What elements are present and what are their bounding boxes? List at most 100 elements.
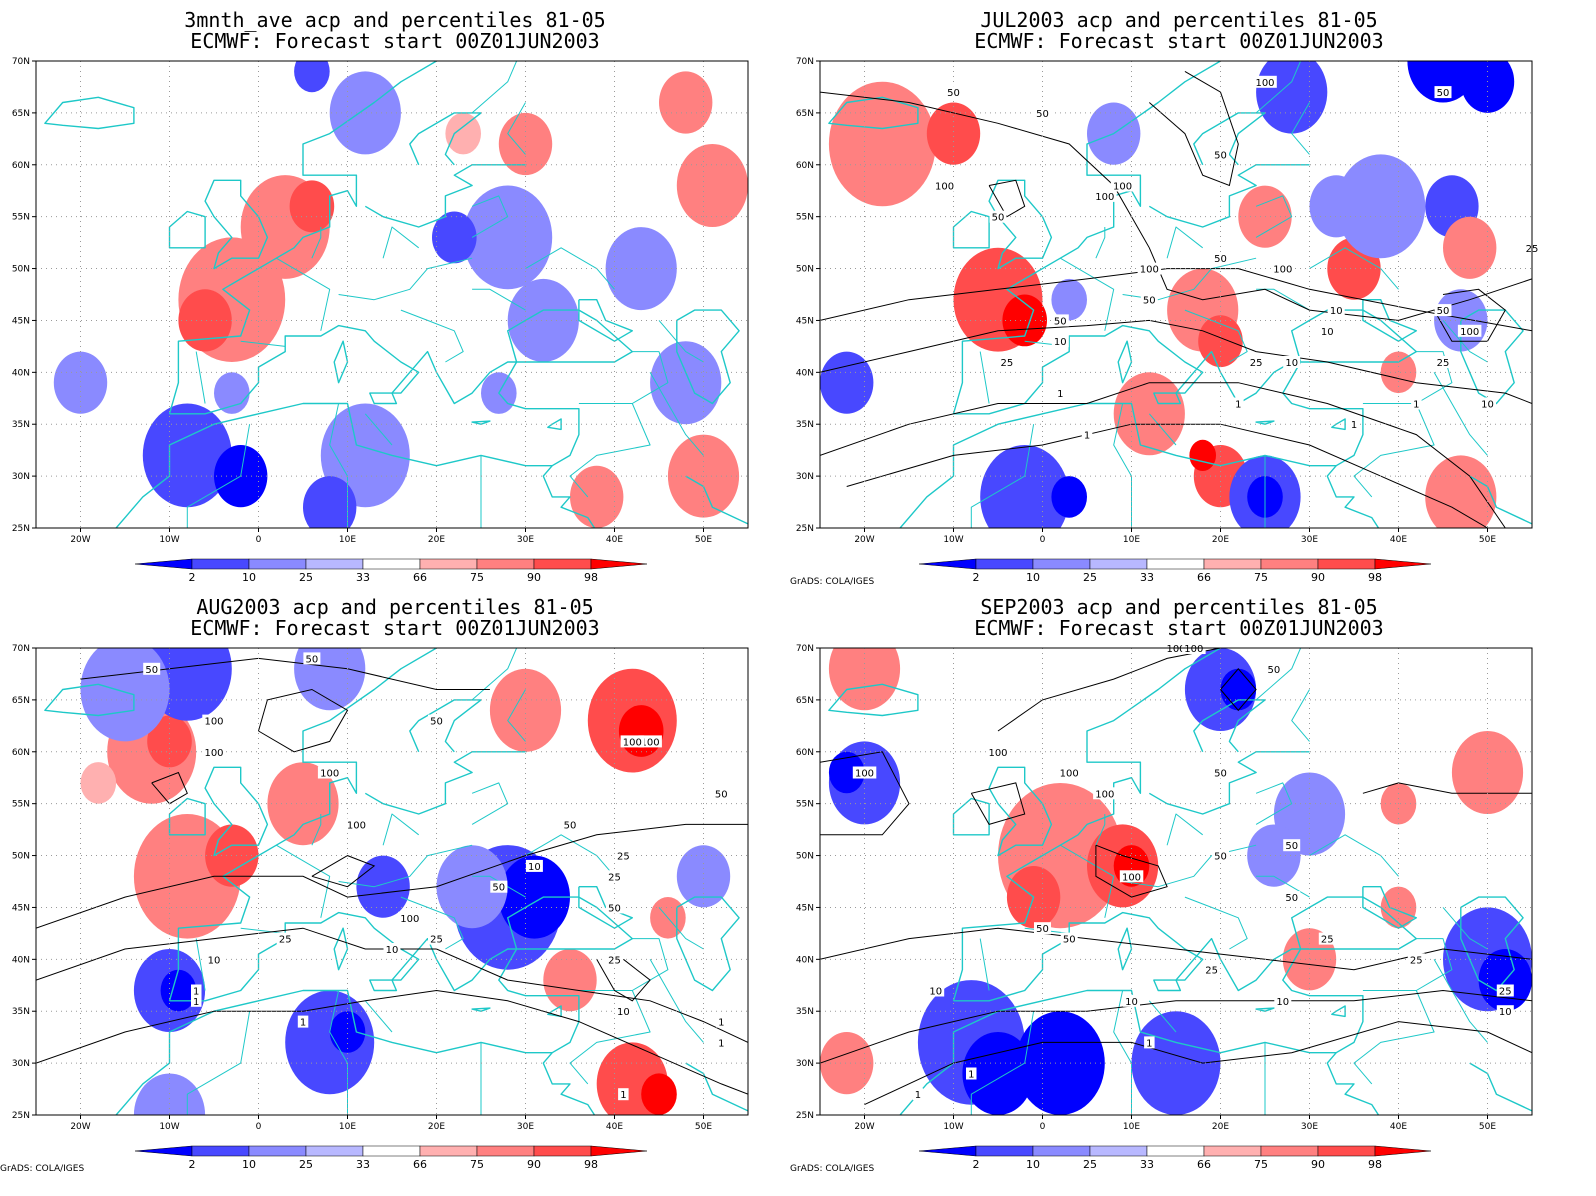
contour-label-bg (191, 994, 202, 1007)
colorbar-segment (975, 1145, 1034, 1157)
colorbar-right-arrow (590, 1145, 648, 1157)
contour-label-bg (1081, 428, 1093, 441)
contour-label-bg (1110, 179, 1135, 192)
contour-label-bg (1253, 75, 1277, 88)
contour-line (1095, 844, 1168, 898)
dry-anomaly-region (820, 351, 874, 414)
coastline (409, 699, 482, 753)
contour-label: 10 (1481, 400, 1494, 411)
colorbar-label: 2 (189, 1158, 196, 1171)
country-border (1166, 226, 1204, 259)
country-border (364, 413, 393, 446)
colorbar-label: 33 (356, 571, 370, 584)
island-outline (828, 96, 919, 130)
contour-label-bg (1411, 397, 1422, 410)
lon-tick-label: 20W (854, 535, 874, 545)
colorbar: 2 10 25 33 66 75 90 98 (918, 558, 1432, 584)
contour-label-bg (989, 210, 1007, 223)
colorbar-segment (1260, 558, 1319, 570)
lat-tick-label: 40N (12, 955, 30, 965)
contour-label: 1 (1084, 431, 1090, 442)
lon-tick-label: 30E (517, 535, 534, 545)
country-border (1148, 1000, 1177, 1033)
country-border (1255, 648, 1302, 701)
country-border (569, 403, 651, 498)
coastline (1362, 886, 1417, 929)
colorbar-label: 90 (527, 571, 541, 584)
contour-label: 50 (564, 820, 577, 831)
contour-label-bg (143, 662, 161, 675)
lat-tick-label: 60N (12, 161, 30, 171)
contour-line (988, 179, 1026, 218)
contour-label: 50 (1285, 893, 1298, 904)
colorbar-segment (248, 1145, 307, 1157)
contour-label: 50 (715, 789, 728, 800)
wet-anomaly-region (570, 465, 624, 528)
contour-line (1433, 288, 1506, 342)
contour-label: 50 (1036, 109, 1049, 120)
grid-lines (36, 61, 748, 528)
country-border (472, 288, 526, 311)
lat-tick-label: 50N (796, 852, 814, 862)
country-border (979, 938, 990, 991)
lat-tick-label: 65N (796, 696, 814, 706)
dry-anomaly-region (1051, 476, 1087, 518)
colorbar-left-arrow (134, 558, 193, 570)
contour-label-bg (1283, 356, 1301, 368)
contour-label: 1 (1235, 400, 1241, 411)
coastline (1326, 465, 1380, 528)
contour-label: 100 (1140, 265, 1159, 276)
dry-anomaly-region (650, 341, 722, 425)
country-border (1309, 247, 1399, 290)
contour-label-bg (1283, 839, 1301, 852)
contour-label-bg (1274, 994, 1292, 1007)
colorbar-label: 90 (527, 1158, 541, 1171)
country-border (1060, 844, 1115, 918)
map-plot: 20W 10W 0 10E 20E 30E 40E 50E 70N 65N 60N 55N 50N 45N… (12, 57, 749, 584)
wet-anomaly-region (1380, 886, 1417, 929)
colorbar-label: 25 (1083, 1158, 1097, 1171)
contour-label-bg (205, 953, 223, 966)
contour-label: 25 (617, 852, 630, 863)
country-border (186, 424, 251, 528)
dry-anomaly-region (160, 969, 197, 1012)
lon-tick-label: 10W (159, 535, 179, 545)
shaded-field (820, 648, 1532, 1115)
colorbar-label: 25 (1083, 571, 1097, 584)
contour-line (1148, 70, 1239, 187)
lat-tick-label: 55N (12, 800, 30, 810)
island-outline (1153, 979, 1182, 992)
colorbar-label: 25 (299, 571, 313, 584)
lon-tick-label: 30E (1301, 1122, 1318, 1132)
colorbar-label: 2 (973, 1158, 980, 1171)
wet-anomaly-region (1189, 439, 1216, 471)
axes: 20W 10W 0 10E 20E 30E 40E 50E 70N 65N 60N 55N 50N 45N… (796, 57, 1497, 545)
contour-label: 1 (620, 1090, 626, 1101)
contour-line (820, 319, 1532, 404)
colorbar-label: 75 (1254, 571, 1268, 584)
island-outline (168, 210, 206, 249)
lat-tick-label: 70N (796, 644, 814, 654)
colorbar-label: 10 (242, 571, 256, 584)
contour-label: 100 (204, 717, 223, 728)
contour-line (1362, 782, 1532, 794)
contour-label: 1 (1057, 389, 1063, 400)
lat-tick-label: 70N (12, 57, 30, 67)
colorbar-segment (476, 558, 535, 570)
country-border (658, 320, 704, 363)
contour-label-bg (1119, 870, 1144, 883)
island-outline (333, 340, 349, 384)
dry-anomaly-region (329, 71, 401, 155)
contour-label: 100 (347, 820, 366, 831)
colorbar-right-arrow (1374, 558, 1432, 570)
shaded-field (44, 61, 748, 528)
grads-credit: GrADS: COLA/IGES (790, 577, 875, 587)
colorbar-segment (191, 558, 250, 570)
contour-label: 10 (1321, 327, 1334, 338)
contour-label: 25 (1499, 987, 1512, 998)
wet-anomaly-region (1443, 216, 1497, 279)
grads-credit: GrADS: COLA/IGES (0, 1164, 85, 1174)
contour-label-bg (852, 766, 877, 779)
colorbar-segment (533, 1145, 592, 1157)
